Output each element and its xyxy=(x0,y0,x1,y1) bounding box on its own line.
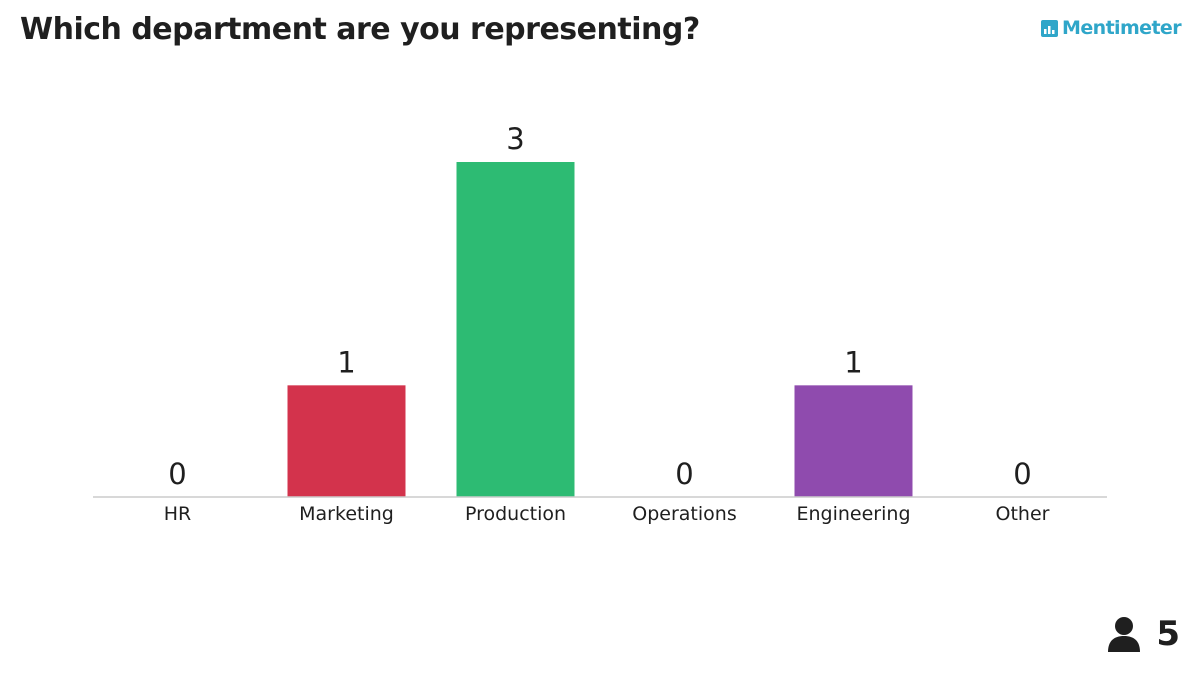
participant-count: 5 xyxy=(1156,614,1180,654)
category-label-production: Production xyxy=(465,503,566,525)
bar-marketing xyxy=(287,385,406,497)
category-label-other: Other xyxy=(996,503,1050,525)
value-label-hr: 0 xyxy=(168,457,186,491)
category-label-hr: HR xyxy=(164,503,192,525)
category-label-operations: Operations xyxy=(632,503,736,525)
brand-name: Mentimeter xyxy=(1062,17,1182,39)
bar-engineering xyxy=(794,385,913,497)
value-label-operations: 0 xyxy=(675,457,693,491)
question-title: Which department are you representing? xyxy=(20,12,700,47)
brand-logo: Mentimeter xyxy=(1041,16,1182,40)
value-label-production: 3 xyxy=(506,122,524,156)
participant-counter: 5 xyxy=(1108,614,1180,654)
value-label-marketing: 1 xyxy=(337,345,355,379)
person-icon xyxy=(1108,617,1141,652)
value-label-engineering: 1 xyxy=(844,345,862,379)
category-label-marketing: Marketing xyxy=(299,503,394,525)
category-label-engineering: Engineering xyxy=(797,503,911,525)
bar-production xyxy=(456,162,575,497)
value-label-other: 0 xyxy=(1013,457,1031,491)
bar-chart-logo-icon xyxy=(1041,19,1059,37)
